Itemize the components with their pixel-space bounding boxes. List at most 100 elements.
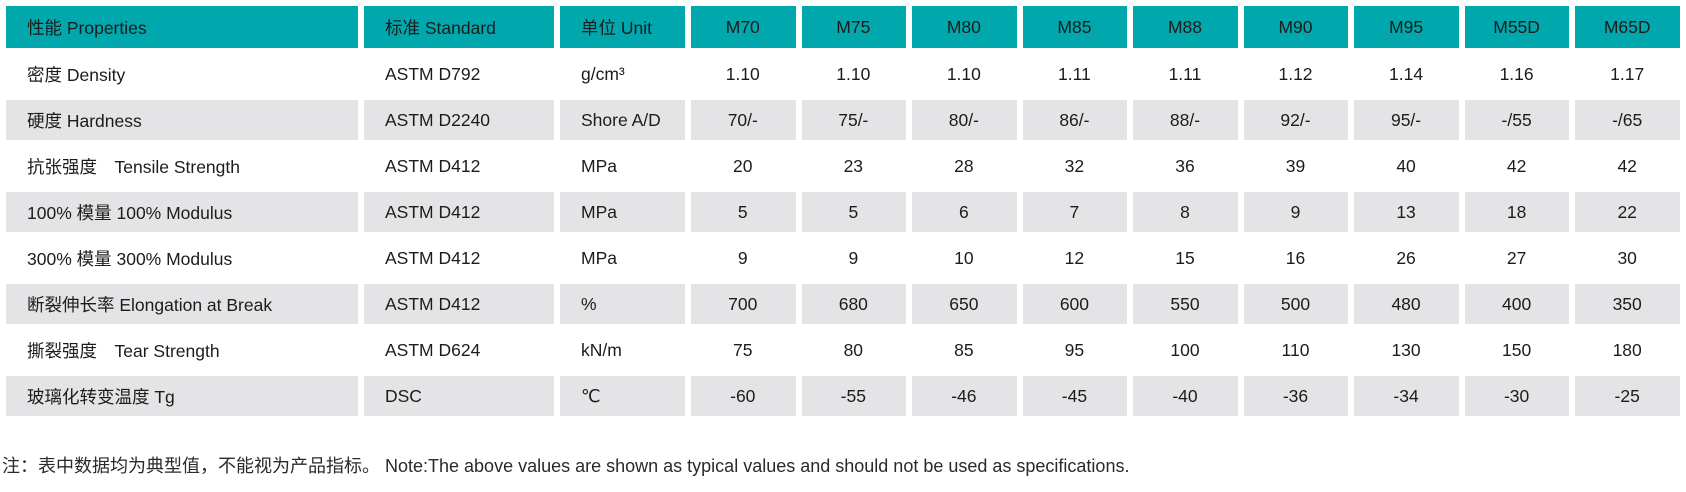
value-cell: 9 (737, 247, 748, 268)
value-cell: -/65 (1575, 100, 1680, 140)
value-cell: 75 (733, 339, 753, 360)
standard-cell: ASTM D624 (385, 339, 481, 360)
value-cell: -34 (1354, 376, 1459, 416)
value-cell: 85 (954, 339, 974, 360)
standard-cell: ASTM D412 (364, 192, 554, 232)
value-cell: 92/- (1243, 100, 1349, 140)
value-cell: 550 (1133, 284, 1238, 324)
column-header-m95: M95 (1354, 6, 1459, 48)
value-cell: 1.10 (946, 63, 981, 84)
value-cell: -60 (691, 376, 796, 416)
value-cell: 650 (912, 284, 1017, 324)
standard-cell: ASTM D792 (385, 63, 481, 84)
value-cell: 500 (1243, 284, 1349, 324)
value-cell: 130 (1391, 339, 1421, 360)
unit-cell: % (560, 284, 685, 324)
table-row: 玻璃化转变温度 Tg DSC ℃ -60 -55 -46 -45 -40 -36 -34 -30 -2… (6, 376, 1680, 416)
value-cell: 110 (1281, 339, 1310, 360)
standard-cell: ASTM D412 (385, 247, 481, 268)
value-cell: -55 (801, 376, 907, 416)
column-header-properties: 性能 Properties (6, 6, 358, 48)
value-cell: 20 (733, 155, 753, 176)
value-cell: 86/- (1022, 100, 1128, 140)
value-cell: -46 (912, 376, 1017, 416)
column-header-standard: 标准 Standard (364, 6, 554, 48)
property-label-cell: 硬度 Hardness (6, 100, 358, 140)
unit-cell: ℃ (560, 376, 685, 416)
value-cell: 36 (1175, 155, 1195, 176)
column-header-unit: 单位 Unit (560, 6, 685, 48)
unit-cell: MPa (560, 192, 685, 232)
value-cell: 16 (1285, 247, 1306, 268)
column-header-m55d: M55D (1464, 6, 1570, 48)
unit-cell: Shore A/D (560, 100, 685, 140)
value-cell: 1.17 (1610, 63, 1645, 84)
value-cell: 5 (801, 192, 907, 232)
value-cell: 75/- (801, 100, 907, 140)
value-cell: 18 (1464, 192, 1570, 232)
value-cell: 32 (1064, 155, 1085, 176)
value-cell: 9 (1243, 192, 1349, 232)
table-row: 撕裂强度 Tear Strength ASTM D624 kN/m 75 80 85 95 1… (6, 330, 1680, 370)
value-cell: 1.14 (1389, 63, 1424, 84)
value-cell: 88/- (1133, 100, 1238, 140)
value-cell: -40 (1133, 376, 1238, 416)
value-cell: 28 (954, 155, 974, 176)
value-cell: 7 (1022, 192, 1128, 232)
unit-cell: g/cm³ (581, 63, 625, 84)
value-cell: 42 (1617, 155, 1637, 176)
value-cell: 70/- (691, 100, 796, 140)
value-cell: 26 (1396, 247, 1416, 268)
value-cell: 6 (912, 192, 1017, 232)
table-row: 硬度 Hardness ASTM D2240 Shore A/D 70/- 75/- 80… (6, 100, 1680, 140)
value-cell: 12 (1064, 247, 1085, 268)
value-cell: 100 (1170, 339, 1200, 360)
property-label-cell: 玻璃化转变温度 Tg (6, 376, 358, 416)
value-cell: 95/- (1354, 100, 1459, 140)
value-cell: 80 (843, 339, 864, 360)
footnote: 注：表中数据均为典型值，不能视为产品指标。 Note:The above val… (2, 456, 1130, 476)
property-label-cell: 抗张强度 Tensile Strength (27, 156, 240, 177)
property-label-cell: 300% 模量 300% Modulus (27, 248, 233, 269)
property-label-cell: 断裂伸长率 Elongation at Break (6, 284, 358, 324)
table-header-row: 性能 Properties 标准 Standard 单位 Unit M70 M75 M80… (6, 6, 1680, 48)
value-cell: 180 (1612, 339, 1642, 360)
unit-cell: MPa (581, 247, 617, 268)
column-header-m85: M85 (1022, 6, 1128, 48)
column-header-m80: M80 (912, 6, 1017, 48)
value-cell: 700 (691, 284, 796, 324)
table-row: 100% 模量 100% Modulus ASTM D412 MPa 5 5 6 7 8 9 13… (6, 192, 1680, 232)
standard-cell: ASTM D412 (364, 284, 554, 324)
value-cell: 1.11 (1058, 63, 1091, 84)
value-cell: 30 (1617, 247, 1637, 268)
property-label-cell: 100% 模量 100% Modulus (6, 192, 358, 232)
table-row: 密度 Density ASTM D792 g/cm³ 1.10 1.10 1.10 1.11… (6, 54, 1680, 94)
material-properties-table: 性能 Properties 标准 Standard 单位 Unit M70 M75 M80… (6, 6, 1680, 416)
column-header-m70: M70 (691, 6, 796, 48)
standard-cell: ASTM D2240 (364, 100, 554, 140)
standard-cell: DSC (364, 376, 554, 416)
property-label-cell: 密度 Density (27, 64, 126, 85)
value-cell: 350 (1575, 284, 1680, 324)
table-row: 抗张强度 Tensile Strength ASTM D412 MPa 20 23 28 3… (6, 146, 1680, 186)
column-header-m90: M90 (1243, 6, 1349, 48)
value-cell: 1.10 (725, 63, 760, 84)
value-cell: 10 (954, 247, 974, 268)
value-cell: 1.12 (1278, 63, 1313, 84)
value-cell: 22 (1575, 192, 1680, 232)
value-cell: 400 (1464, 284, 1570, 324)
value-cell: -36 (1243, 376, 1349, 416)
value-cell: 39 (1285, 155, 1306, 176)
value-cell: 15 (1175, 247, 1195, 268)
column-header-m75: M75 (801, 6, 907, 48)
value-cell: -30 (1464, 376, 1570, 416)
value-cell: 23 (843, 155, 864, 176)
value-cell: 9 (848, 247, 859, 268)
value-cell: 27 (1506, 247, 1527, 268)
property-label-cell: 撕裂强度 Tear Strength (27, 340, 220, 361)
column-header-m88: M88 (1133, 6, 1238, 48)
value-cell: 480 (1354, 284, 1459, 324)
column-header-m65d: M65D (1575, 6, 1680, 48)
value-cell: 1.11 (1168, 63, 1202, 84)
